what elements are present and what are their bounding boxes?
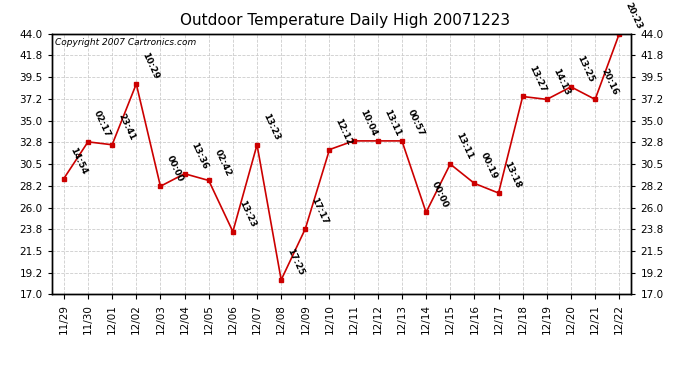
Text: 23:41: 23:41: [117, 112, 137, 142]
Text: 00:19: 00:19: [479, 151, 499, 181]
Text: 20:16: 20:16: [600, 67, 620, 97]
Text: 00:00: 00:00: [165, 154, 185, 183]
Text: 02:17: 02:17: [92, 110, 112, 139]
Text: 13:23: 13:23: [237, 199, 257, 229]
Text: 13:36: 13:36: [189, 141, 209, 171]
Text: 20:23: 20:23: [624, 2, 644, 31]
Text: 13:25: 13:25: [575, 54, 595, 84]
Text: Outdoor Temperature Daily High 20071223: Outdoor Temperature Daily High 20071223: [180, 13, 510, 28]
Text: 00:57: 00:57: [406, 108, 426, 138]
Text: 14:54: 14:54: [68, 146, 88, 176]
Text: 14:13: 14:13: [551, 67, 571, 97]
Text: 10:29: 10:29: [141, 51, 161, 81]
Text: 10:04: 10:04: [358, 108, 378, 138]
Text: 02:42: 02:42: [213, 148, 233, 178]
Text: 13:18: 13:18: [503, 160, 523, 190]
Text: 00:00: 00:00: [431, 180, 451, 210]
Text: 12:12: 12:12: [334, 117, 354, 147]
Text: 17:25: 17:25: [286, 247, 306, 277]
Text: 13:27: 13:27: [527, 64, 547, 94]
Text: 17:17: 17:17: [310, 196, 330, 226]
Text: 13:23: 13:23: [262, 112, 282, 142]
Text: 13:11: 13:11: [455, 132, 475, 161]
Text: Copyright 2007 Cartronics.com: Copyright 2007 Cartronics.com: [55, 38, 196, 46]
Text: 13:11: 13:11: [382, 108, 402, 138]
